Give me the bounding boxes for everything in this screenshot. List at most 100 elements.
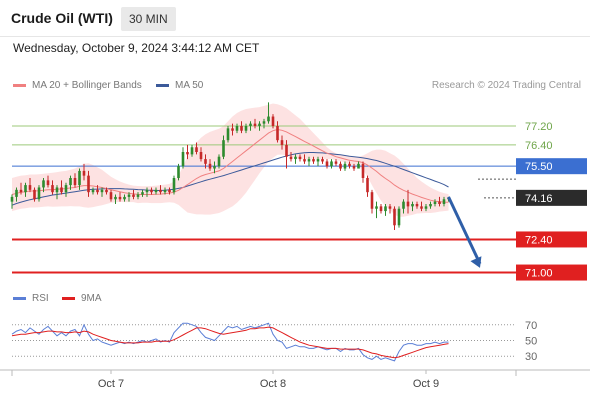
instrument-title: Crude Oil (WTI) xyxy=(11,10,113,26)
timeframe-button[interactable]: 30 MIN xyxy=(121,7,176,31)
rsi-tick-label: 70 xyxy=(525,320,537,332)
candle-body xyxy=(258,123,261,126)
level-label-0: 77.20 xyxy=(525,121,553,133)
candle-body xyxy=(357,163,360,169)
ma20-line xyxy=(11,128,449,203)
candle-body xyxy=(163,189,167,193)
candle-body xyxy=(397,208,401,226)
candle-body xyxy=(190,147,194,155)
candle-body xyxy=(334,161,338,164)
rsi-line xyxy=(11,322,449,362)
candle-body xyxy=(411,204,414,207)
candle-body xyxy=(402,201,405,209)
level-label-4: 72.40 xyxy=(525,234,553,246)
candle-body xyxy=(420,206,423,209)
candle-body xyxy=(96,189,99,193)
candle-body xyxy=(393,208,396,226)
ma20-swatch xyxy=(13,84,26,87)
candle-body xyxy=(388,206,392,209)
candle-body xyxy=(348,163,351,167)
candle-body xyxy=(267,116,270,122)
candle-body xyxy=(285,144,288,157)
candle-body xyxy=(55,187,59,193)
candle-body xyxy=(10,196,14,202)
candle-body xyxy=(312,159,315,162)
candle-body xyxy=(240,126,243,131)
candle-body xyxy=(87,175,90,193)
candle-body xyxy=(186,152,189,155)
candle-body xyxy=(231,128,234,131)
legend-rsi-ma-label: 9MA xyxy=(81,293,102,304)
candle-body xyxy=(429,204,432,207)
candle-body xyxy=(199,152,203,160)
candle-body xyxy=(150,189,153,193)
candle-body xyxy=(406,201,410,207)
candle-body xyxy=(222,140,225,157)
level-box-5 xyxy=(516,264,587,281)
level-label-1: 76.40 xyxy=(525,140,553,152)
current-price-label: 74.16 xyxy=(525,193,553,205)
candle-body xyxy=(69,178,72,186)
candle-body xyxy=(73,178,77,186)
level-label-2: 75.50 xyxy=(525,161,553,173)
candle-body xyxy=(442,199,446,204)
level-label-5: 71.00 xyxy=(525,268,553,280)
candle-body xyxy=(217,156,221,167)
candle-body xyxy=(204,159,207,164)
candle-body xyxy=(271,116,275,126)
candle-body xyxy=(415,204,419,207)
candle-body xyxy=(51,185,54,193)
bollinger-band xyxy=(12,103,449,217)
candle-body xyxy=(46,180,50,186)
rsi-tick-label: 50 xyxy=(525,336,537,348)
candle-body xyxy=(213,166,216,169)
candle-body xyxy=(321,159,324,162)
candle-body xyxy=(379,206,383,212)
candle-body xyxy=(15,189,18,197)
rsi-ma-swatch xyxy=(62,297,75,300)
candle-body xyxy=(316,159,320,162)
candle-body xyxy=(276,126,279,141)
candle-body xyxy=(235,126,239,131)
candle-body xyxy=(141,192,144,195)
candle-body xyxy=(145,189,149,193)
legend-ma50: MA 50 xyxy=(156,80,203,91)
candle-body xyxy=(28,185,32,190)
candle-body xyxy=(64,185,68,193)
rsi-tick-label: 30 xyxy=(525,351,537,363)
candle-body xyxy=(42,180,45,188)
forecast-arrow-head xyxy=(470,256,482,268)
ma50-line xyxy=(11,152,449,206)
candle-body xyxy=(280,140,284,145)
candle-body xyxy=(433,201,437,204)
candle-body xyxy=(132,194,135,197)
rsi-ma-line xyxy=(11,326,449,359)
candle-body xyxy=(208,163,212,169)
candle-body xyxy=(127,194,131,197)
candle-body xyxy=(330,161,333,167)
candle-body xyxy=(294,156,297,160)
candle-body xyxy=(375,206,378,209)
candle-body xyxy=(195,147,198,152)
candle-body xyxy=(78,170,81,186)
current-price-box xyxy=(516,189,587,206)
candle-body xyxy=(24,185,27,193)
candle-body xyxy=(109,192,113,200)
candle-body xyxy=(384,206,387,212)
candle-body xyxy=(37,187,41,200)
candle-body xyxy=(100,189,104,193)
candle-body xyxy=(105,189,108,193)
candle-body xyxy=(136,194,140,197)
candle-body xyxy=(244,126,248,131)
candle-body xyxy=(159,189,162,193)
candle-body xyxy=(366,178,369,193)
chart-credit: Research © 2024 Trading Central xyxy=(431,80,581,91)
candle-body xyxy=(226,128,230,141)
x-tick-label: Oct 8 xyxy=(260,378,286,390)
legend-rsi-label: RSI xyxy=(32,293,49,304)
candle-body xyxy=(307,159,311,162)
candle-body xyxy=(262,121,266,124)
rsi-swatch xyxy=(13,297,26,300)
candle-body xyxy=(298,156,302,160)
ma50-swatch xyxy=(156,84,169,87)
